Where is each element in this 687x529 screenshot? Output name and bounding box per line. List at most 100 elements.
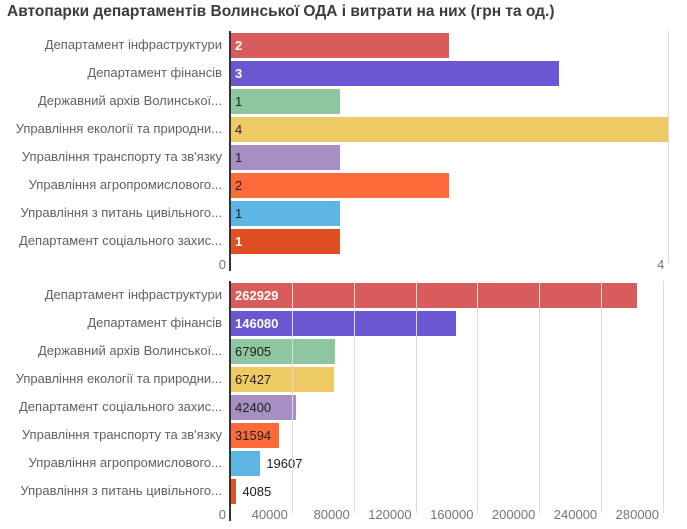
bar-row: Управління транспорту та зв'язку 1 — [0, 143, 687, 171]
plot-area: 31594 — [230, 421, 687, 449]
bar[interactable] — [230, 89, 340, 114]
bar[interactable] — [230, 61, 559, 86]
category-label: Департамент соціального захис... — [19, 399, 222, 414]
plot-area: 3 — [230, 59, 687, 87]
x-tick-label: 160000 — [430, 507, 474, 522]
x-tick-label: 4 — [657, 257, 665, 272]
bar[interactable] — [230, 33, 450, 58]
plot-area: 67905 — [230, 337, 687, 365]
fleet-cost-chart: Департамент інфраструктури 262929 Департам… — [0, 281, 687, 523]
plot-area: 67427 — [230, 365, 687, 393]
gridline — [477, 281, 479, 513]
bar-value-label: 42400 — [235, 400, 272, 415]
category-label: Державний архів Волинської... — [37, 93, 222, 108]
bar[interactable] — [230, 479, 237, 504]
gridline — [539, 281, 541, 513]
x-tick-label: 200000 — [491, 507, 536, 522]
bar-value-label: 19607 — [266, 456, 303, 471]
gridline — [663, 281, 665, 513]
bar-value-label: 3 — [235, 66, 243, 81]
bar-value-label: 146080 — [235, 316, 279, 331]
bar-row: Управління екології та природни... 67427 — [0, 365, 687, 393]
bar-value-label: 1 — [235, 150, 243, 165]
bar-row: Управління транспорту та зв'язку 31594 — [0, 421, 687, 449]
bar-row: Департамент соціального захис... 1 — [0, 227, 687, 255]
bar[interactable] — [230, 339, 336, 364]
bar[interactable] — [230, 423, 279, 448]
category-label: Управління агропромислового... — [28, 177, 222, 192]
plot-area: 1 — [230, 227, 687, 255]
bar-row: Департамент інфраструктури 2 — [0, 31, 687, 59]
plot-area: 1 — [230, 87, 687, 115]
bar[interactable] — [230, 395, 296, 420]
category-label: Управління транспорту та зв'язку — [21, 149, 222, 164]
bar-row: Департамент інфраструктури 262929 — [0, 281, 687, 309]
bar[interactable] — [230, 117, 669, 142]
bar[interactable] — [230, 451, 261, 476]
gridline — [601, 281, 603, 513]
bar-row: Управління з питань цивільного... 1 — [0, 199, 687, 227]
category-label: Управління з питань цивільного... — [20, 205, 222, 220]
x-tick-label: 240000 — [553, 507, 598, 522]
category-label: Державний архів Волинської... — [37, 343, 222, 358]
plot-area: 2 — [230, 171, 687, 199]
bar[interactable] — [230, 283, 637, 308]
fleet-cost-rows: Департамент інфраструктури 262929 Департам… — [0, 281, 687, 505]
bar[interactable] — [230, 201, 340, 226]
bar[interactable] — [230, 367, 335, 392]
plot-area: 4085 — [230, 477, 687, 505]
category-label: Управління екології та природни... — [15, 121, 222, 136]
plot-area: 19607 — [230, 449, 687, 477]
bar-value-label: 4 — [235, 122, 243, 137]
category-label: Департамент соціального захис... — [19, 233, 222, 248]
bar[interactable] — [230, 311, 456, 336]
bar-value-label: 1 — [235, 206, 243, 221]
plot-area: 42400 — [230, 393, 687, 421]
fleet-cost-x-axis: 0 40000 80000 120000 160000 200000 240000 28000… — [219, 507, 687, 523]
gridline — [415, 281, 417, 513]
plot-area: 2 — [230, 31, 687, 59]
x-tick-label: 0 — [218, 507, 226, 522]
category-label: Управління агропромислового... — [28, 455, 222, 470]
bar-value-label: 1 — [235, 234, 243, 249]
bar-row: Управління агропромислового... 2 — [0, 171, 687, 199]
bar-value-label: 1 — [235, 94, 243, 109]
bar-value-label: 31594 — [235, 428, 272, 443]
bar-value-label: 2 — [235, 178, 243, 193]
fleet-units-chart: Департамент інфраструктури 2 Департамент ф… — [0, 31, 687, 273]
bar[interactable] — [230, 229, 340, 254]
category-label: Департамент фінансів — [87, 65, 222, 80]
bar[interactable] — [230, 145, 340, 170]
x-tick-label: 80000 — [313, 507, 350, 522]
bar-row: Управління екології та природни... 4 — [0, 115, 687, 143]
bar-value-label: 4085 — [242, 484, 272, 499]
bar-row: Управління агропромислового... 19607 — [0, 449, 687, 477]
bar-value-label: 67905 — [235, 344, 272, 359]
x-tick-label: 40000 — [251, 507, 288, 522]
gridline — [291, 281, 293, 513]
bar-value-label: 262929 — [235, 288, 279, 303]
category-label: Управління транспорту та зв'язку — [21, 427, 222, 442]
zero-axis-line — [229, 281, 231, 521]
x-tick-label: 0 — [218, 257, 226, 272]
plot-area: 146080 — [230, 309, 687, 337]
bar[interactable] — [230, 173, 450, 198]
bar-row: Державний архів Волинської... 67905 — [0, 337, 687, 365]
bar-row: Департамент фінансів 146080 — [0, 309, 687, 337]
category-label: Управління з питань цивільного... — [20, 483, 222, 498]
bar-row: Департамент фінансів 3 — [0, 59, 687, 87]
plot-area: 1 — [230, 199, 687, 227]
plot-area: 1 — [230, 143, 687, 171]
fleet-units-rows: Департамент інфраструктури 2 Департамент ф… — [0, 31, 687, 255]
plot-area: 262929 — [230, 281, 687, 309]
category-label: Управління екології та природни... — [15, 371, 222, 386]
bar-row: Департамент соціального захис... 42400 — [0, 393, 687, 421]
plot-area: 4 — [230, 115, 687, 143]
zero-axis-line — [229, 31, 231, 271]
bar-value-label: 2 — [235, 38, 243, 53]
bar-row: Державний архів Волинської... 1 — [0, 87, 687, 115]
bar-value-label: 67427 — [235, 372, 272, 387]
chart-title: Автопарки департаментів Волинської ОДА і… — [7, 3, 555, 20]
